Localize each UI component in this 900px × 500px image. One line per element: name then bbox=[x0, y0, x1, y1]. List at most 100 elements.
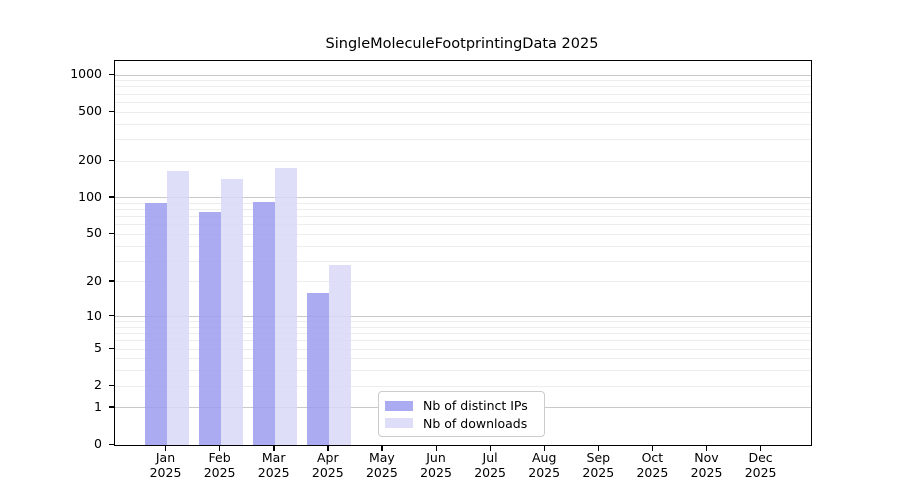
x-tick-year: 2025 bbox=[257, 464, 290, 480]
x-tick-label: Aug 2025 bbox=[516, 450, 572, 480]
y-tick-label: 1000 bbox=[70, 66, 102, 82]
x-tick-mark bbox=[760, 445, 762, 451]
plot-area bbox=[114, 60, 812, 446]
x-tick-mark bbox=[597, 445, 600, 451]
x-tick-year: 2025 bbox=[420, 464, 452, 480]
x-tick-month: Mar bbox=[261, 450, 286, 465]
minor-gridline bbox=[115, 123, 811, 125]
x-tick-label: May 2025 bbox=[354, 450, 410, 480]
x-tick-label: Mar 2025 bbox=[246, 450, 302, 480]
x-tick-year: 2025 bbox=[149, 464, 182, 480]
minor-gridline bbox=[115, 370, 811, 372]
x-tick-mark bbox=[543, 445, 546, 451]
minor-gridline bbox=[115, 216, 811, 218]
x-tick-year: 2025 bbox=[528, 464, 561, 480]
minor-gridline bbox=[115, 385, 811, 387]
bar-downloads bbox=[220, 179, 243, 445]
bar-downloads bbox=[166, 171, 189, 445]
bar-distinct-ips bbox=[252, 202, 275, 445]
x-tick-year: 2025 bbox=[365, 464, 398, 480]
y-tick-label: 5 bbox=[94, 340, 102, 356]
chart-title: SingleMoleculeFootprintingData 2025 bbox=[325, 36, 599, 52]
x-tick-year: 2025 bbox=[744, 464, 777, 480]
minor-gridline bbox=[115, 358, 811, 360]
minor-gridline bbox=[115, 111, 811, 113]
legend-label-distinct-ips: Nb of distinct IPs bbox=[423, 398, 528, 414]
x-tick-label: Apr 2025 bbox=[300, 450, 356, 480]
x-tick-month: Dec bbox=[748, 450, 773, 465]
y-tick-label: 1 bbox=[94, 398, 102, 414]
minor-gridline bbox=[115, 245, 811, 247]
y-tick-label: 0 bbox=[94, 436, 102, 451]
minor-gridline bbox=[115, 224, 811, 226]
major-gridline bbox=[115, 74, 811, 76]
y-tick-mark bbox=[109, 196, 114, 198]
y-tick-mark bbox=[109, 232, 114, 235]
x-tick-month: Oct bbox=[641, 450, 664, 465]
x-tick-month: Nov bbox=[694, 450, 719, 465]
minor-gridline bbox=[115, 138, 811, 140]
x-tick-month: Jan bbox=[155, 450, 176, 465]
y-tick-mark bbox=[109, 347, 114, 349]
x-tick-mark bbox=[327, 445, 329, 451]
x-tick-mark bbox=[165, 445, 167, 451]
x-tick-mark bbox=[651, 445, 654, 451]
y-tick-mark bbox=[109, 159, 114, 161]
x-tick-month: Aug bbox=[531, 450, 557, 465]
bar-downloads bbox=[328, 264, 351, 445]
minor-gridline bbox=[115, 202, 811, 204]
legend-swatch-downloads bbox=[385, 418, 413, 429]
y-tick-mark bbox=[109, 384, 114, 387]
x-tick-mark bbox=[381, 445, 383, 451]
minor-gridline bbox=[115, 340, 811, 342]
legend-swatch-distinct-ips bbox=[385, 400, 413, 411]
y-tick-mark bbox=[109, 443, 114, 445]
y-tick-label: 20 bbox=[86, 272, 102, 288]
bar-distinct-ips bbox=[306, 293, 329, 445]
x-tick-month: Jun bbox=[426, 450, 446, 465]
bar-distinct-ips bbox=[144, 203, 167, 445]
y-tick-label: 200 bbox=[78, 152, 102, 168]
minor-gridline bbox=[115, 233, 811, 235]
y-tick-label: 2 bbox=[94, 377, 102, 393]
x-tick-month: May bbox=[368, 450, 395, 465]
y-tick-label: 100 bbox=[78, 188, 102, 204]
minor-gridline bbox=[115, 160, 811, 162]
x-tick-mark bbox=[219, 445, 221, 451]
minor-gridline bbox=[115, 93, 811, 95]
minor-gridline bbox=[115, 86, 811, 88]
minor-gridline bbox=[115, 260, 811, 262]
y-tick-mark bbox=[109, 315, 114, 317]
y-tick-label: 10 bbox=[86, 307, 102, 323]
x-tick-month: Jul bbox=[482, 450, 498, 465]
minor-gridline bbox=[115, 209, 811, 211]
x-tick-month: Apr bbox=[316, 450, 339, 465]
minor-gridline bbox=[115, 333, 811, 335]
x-tick-month: Sep bbox=[586, 450, 611, 465]
major-gridline bbox=[115, 197, 811, 199]
x-tick-month: Feb bbox=[208, 450, 231, 465]
x-tick-label: Sep 2025 bbox=[570, 450, 626, 480]
minor-gridline bbox=[115, 80, 811, 82]
x-tick-year: 2025 bbox=[582, 464, 615, 480]
x-tick-label: Nov 2025 bbox=[679, 450, 735, 480]
y-tick-mark bbox=[109, 406, 114, 408]
x-tick-label: Oct 2025 bbox=[624, 450, 680, 480]
y-tick-mark bbox=[109, 110, 114, 112]
x-tick-mark bbox=[706, 445, 708, 451]
minor-gridline bbox=[115, 281, 811, 283]
minor-gridline bbox=[115, 348, 811, 350]
legend: Nb of distinct IPs Nb of downloads bbox=[378, 391, 545, 437]
x-tick-year: 2025 bbox=[203, 464, 236, 480]
y-tick-mark bbox=[109, 73, 114, 75]
x-tick-label: Jun 2025 bbox=[408, 450, 464, 480]
x-tick-year: 2025 bbox=[636, 464, 669, 480]
x-tick-mark bbox=[435, 445, 437, 451]
bar-distinct-ips bbox=[198, 211, 221, 445]
x-tick-mark bbox=[273, 445, 275, 451]
x-tick-mark bbox=[489, 445, 491, 451]
minor-gridline bbox=[115, 321, 811, 323]
y-tick-label: 500 bbox=[78, 103, 102, 119]
legend-item-downloads: Nb of downloads bbox=[385, 415, 536, 433]
x-tick-label: Jul 2025 bbox=[462, 450, 518, 480]
